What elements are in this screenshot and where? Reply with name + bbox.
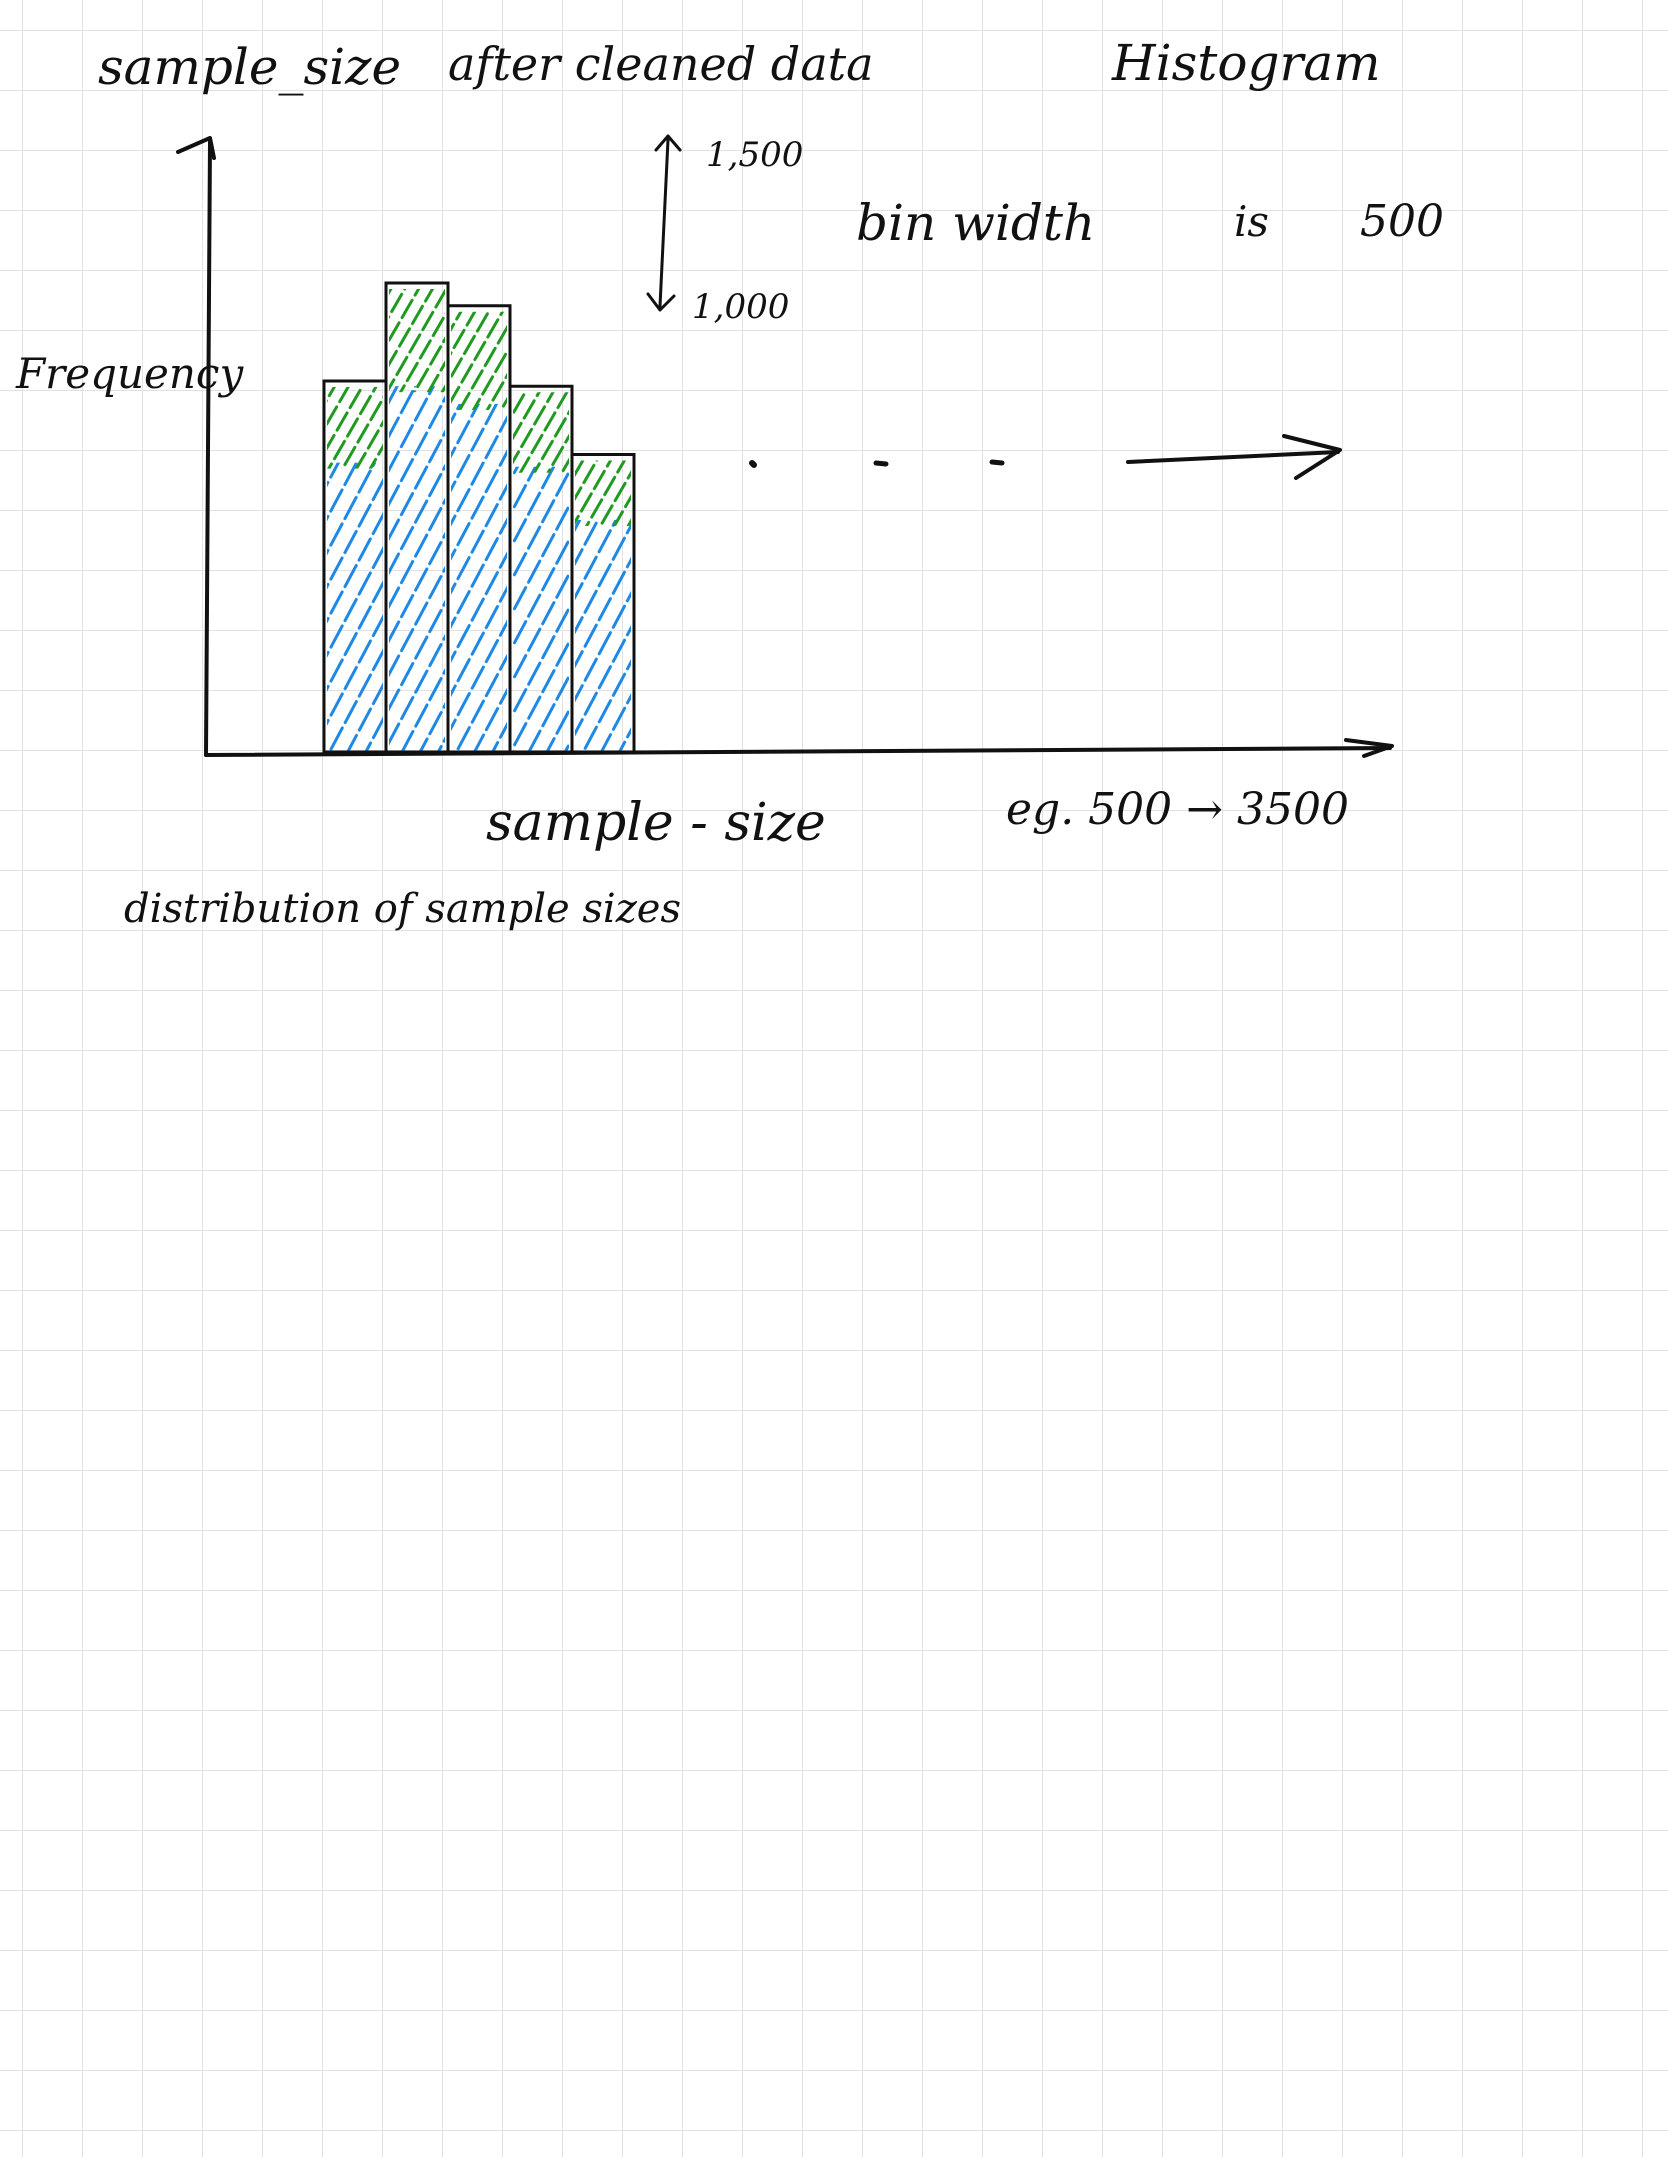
bar-lower-hatch	[389, 386, 445, 752]
bin-width-connector: is	[1234, 197, 1269, 246]
y-axis-label: Frequency	[15, 349, 244, 398]
bar-upper-hatch	[389, 289, 445, 393]
topic-label: sample_size	[98, 38, 401, 96]
chart-kind-label: Histogram	[1111, 34, 1381, 92]
x-range-label: eg. 500 → 3500	[1006, 784, 1349, 835]
bar-upper-hatch	[575, 460, 631, 526]
subtitle-label: after cleaned data	[448, 37, 874, 91]
bar-lower-hatch	[327, 462, 383, 752]
bar-lower-hatch	[451, 403, 507, 752]
caption-label: distribution of sample sizes	[124, 886, 681, 932]
y-axis	[176, 136, 216, 757]
scale-arrow	[646, 134, 682, 312]
bar-upper-hatch	[513, 392, 569, 473]
bin-width-value: 500	[1360, 196, 1444, 247]
bar-lower-hatch	[513, 466, 569, 752]
scale-upper-label: 1,500	[706, 135, 803, 175]
continuation-marks	[749, 434, 1342, 480]
histogram-bars	[322, 281, 636, 754]
bar-upper-hatch	[451, 311, 507, 410]
bin-width-label: bin width	[856, 194, 1095, 252]
scale-lower-label: 1,000	[692, 287, 789, 327]
x-axis-label: sample - size	[486, 793, 826, 853]
bar-upper-hatch	[327, 387, 383, 469]
bar-lower-hatch	[575, 519, 631, 752]
x-axis	[204, 738, 1394, 758]
